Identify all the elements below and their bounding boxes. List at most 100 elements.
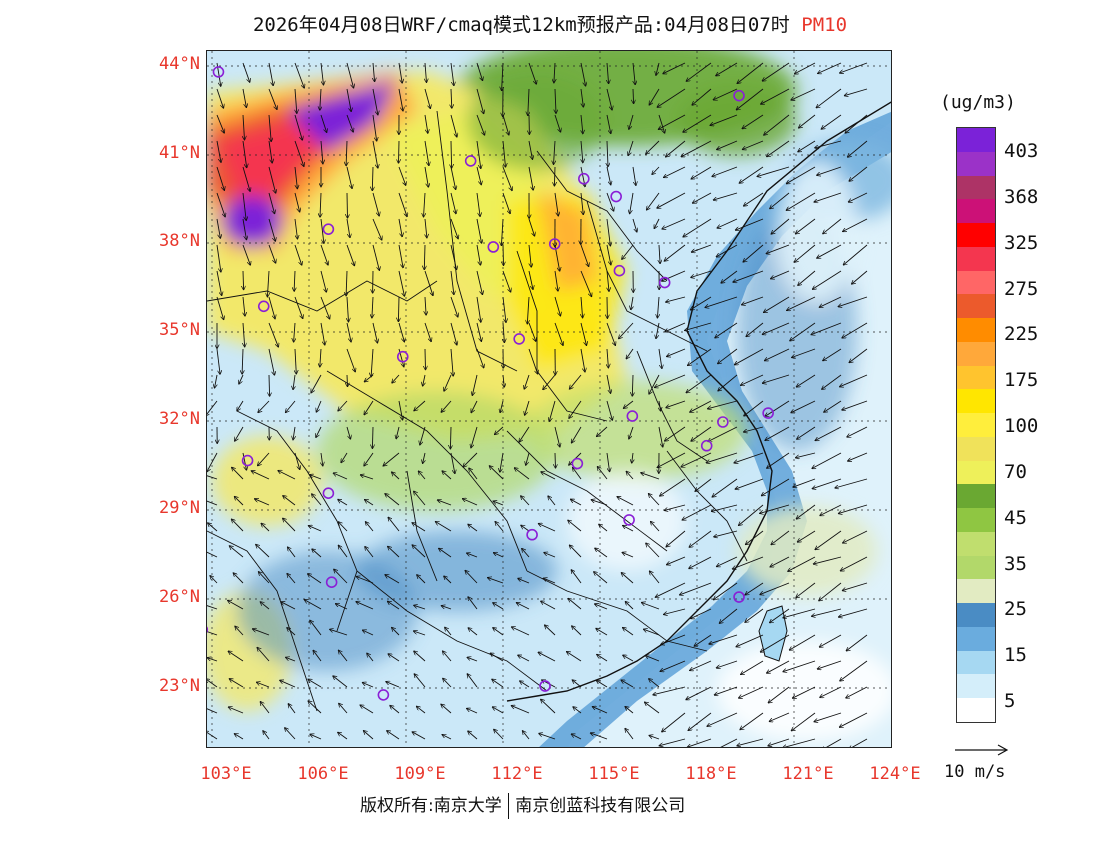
station-marker [322,223,335,235]
wind-arrow [823,348,842,361]
wind-arrow [522,548,530,558]
wind-arrow [659,244,660,264]
wind-arrow [414,674,426,688]
wind-arrow [527,296,529,324]
wind-arrow [822,374,842,389]
station-marker [626,410,639,422]
colorbar [956,127,996,723]
wind-arrow [555,452,556,468]
wind-arrow [495,522,504,532]
wind-arrow [687,738,712,747]
wind-arrow [681,452,712,467]
wind-arrow [493,553,504,558]
wind-arrow [660,660,686,671]
wind-arrow [544,553,556,558]
wind-arrow [207,658,218,662]
wind-arrow [372,114,377,141]
wind-arrow [412,523,426,532]
wind-arrow [820,686,842,698]
wind-arrow [216,114,224,133]
wind-arrow [362,683,374,688]
wind-arrow [333,473,348,480]
wind-arrow [847,426,868,437]
wind-arrow [233,573,244,584]
wind-arrow [849,166,868,181]
wind-arrow [770,608,790,623]
wind-arrow [341,452,348,463]
wind-arrow [713,192,738,200]
wind-arrow [539,733,556,740]
wind-arrow [390,705,400,714]
wind-arrow [606,322,615,346]
wind-arrow [424,322,431,342]
wind-arrow [423,452,425,464]
wind-arrow [786,192,816,210]
wind-arrow [580,270,592,297]
wind-arrow [571,570,582,584]
wind-arrow [761,88,790,104]
wind-arrow [308,701,322,714]
wind-arrow [283,518,296,532]
wind-arrow [626,471,634,480]
wind-arrow [489,466,504,480]
wind-arrow [294,322,295,342]
wind-arrow [711,504,738,511]
wind-arrow [652,166,660,175]
wind-arrow [842,582,868,591]
wind-arrow [691,608,712,619]
wind-arrow [268,244,276,263]
wind-arrow [363,731,374,740]
wind-arrow [269,374,270,396]
wind-arrow [383,452,400,466]
wind-arrow [606,114,611,134]
wind-arrow [717,218,738,228]
wind-arrow [502,62,503,91]
wind-arrow [745,582,764,595]
wind-arrow [718,374,738,391]
wind-arrow [451,88,452,108]
station-marker [464,155,477,167]
wind-arrow [649,88,660,105]
wind-arrow [654,374,686,388]
wind-arrow [617,497,634,506]
wind-arrow [268,62,273,86]
wind-arrow [392,627,400,636]
wind-arrow [623,400,634,408]
wind-arrow [623,655,634,662]
wind-arrow [641,603,660,610]
map-panel[interactable] [206,50,892,748]
wind-arrow [686,62,712,81]
colorbar-swatch [957,175,995,200]
wind-arrow [476,140,481,169]
wind-arrow [308,526,322,532]
cb-label-175: 175 [1004,369,1039,391]
wind-arrow [764,348,790,361]
wind-arrow [450,322,457,345]
wind-arrow [795,218,816,234]
wind-arrow [388,546,400,558]
wind-arrow [424,114,428,133]
wind-arrow [662,270,686,281]
colorbar-swatch [957,436,995,461]
lon-label-121: 121°E [782,764,834,784]
wind-arrow [666,530,686,547]
wind-arrow [798,140,816,152]
lat-label-41: 41°N [159,143,200,163]
wind-arrow [216,140,221,162]
wind-arrow [762,374,790,383]
wind-arrow [712,166,738,177]
wind-arrow [500,452,504,472]
wind-arrow [686,686,712,700]
wind-arrow [228,651,244,662]
wind-arrow [720,738,738,747]
wind-arrow [320,192,321,217]
wind-arrow [791,712,816,731]
cb-label-70: 70 [1004,461,1027,483]
wind-arrow [295,88,297,113]
wind-arrow [476,218,482,243]
wind-arrow [365,547,374,558]
wind-arrow [524,374,530,389]
wind-arrow [656,62,660,75]
wind-arrow [502,270,511,292]
wind-arrow [543,374,556,390]
